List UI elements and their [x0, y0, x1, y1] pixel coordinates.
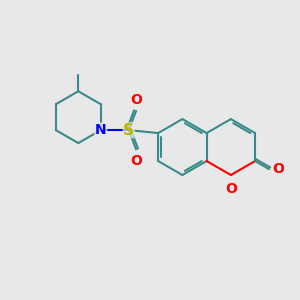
Text: O: O — [130, 154, 142, 168]
Text: O: O — [130, 93, 142, 106]
Text: O: O — [273, 162, 284, 176]
Text: S: S — [123, 123, 134, 138]
Text: O: O — [225, 182, 237, 196]
Text: N: N — [95, 123, 106, 137]
